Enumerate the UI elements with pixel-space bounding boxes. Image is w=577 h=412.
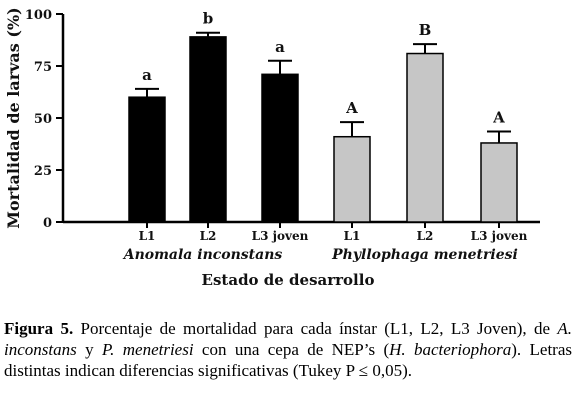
- caption-text-1: Porcentaje de mortalidad para cada ínsta…: [73, 319, 558, 338]
- caption-text-2: y: [76, 340, 102, 359]
- y-tick-label: 0: [43, 216, 52, 231]
- significance-letter: a: [142, 66, 152, 84]
- group-label: Anomala inconstans: [122, 247, 283, 263]
- bar: [189, 36, 227, 223]
- x-tick-label: L3 joven: [471, 229, 528, 243]
- x-axis-title: Estado de desarrollo: [202, 271, 375, 289]
- y-tick-label: 25: [34, 164, 52, 179]
- y-axis-title: Mortalidad de larvas (%): [4, 7, 23, 228]
- bar: [480, 142, 518, 223]
- bar: [333, 135, 371, 223]
- bar: [128, 96, 166, 223]
- x-tick-label: L2: [200, 229, 217, 243]
- y-tick-label: 50: [34, 112, 52, 127]
- caption-label: Figura 5.: [4, 319, 74, 338]
- caption-nematode: H. bacteriophora: [389, 340, 512, 359]
- y-tick-label: 75: [34, 60, 52, 75]
- x-axis-labels: L1 L2 L3 joven Anomala inconstans L1 L2 L3 jov…: [122, 222, 528, 289]
- significance-letter: B: [419, 21, 432, 39]
- caption-text-3: con una cepa de NEP’s (: [193, 340, 390, 359]
- group-label: Phyllophaga menetriesi: [331, 247, 518, 263]
- caption-text-4: ). Letras distintas indican diferencias …: [4, 340, 573, 380]
- significance-letter: b: [203, 10, 214, 28]
- significance-letter: A: [345, 99, 358, 117]
- caption-species-2: P. menetriesi: [101, 340, 194, 359]
- bar: [261, 73, 299, 223]
- x-tick-label: L1: [139, 229, 156, 243]
- y-tick-label: 100: [25, 8, 52, 23]
- significance-letter: A: [492, 109, 505, 127]
- caption-species-1: A. inconstans: [4, 319, 572, 359]
- bars: a b a A B A: [128, 10, 518, 223]
- x-tick-label: L2: [417, 229, 434, 243]
- x-tick-label: L3 joven: [252, 229, 309, 243]
- significance-letter: a: [275, 38, 285, 56]
- bar: [406, 52, 444, 223]
- figure-caption: Figura 5. Porcentaje de mortalidad para …: [4, 318, 572, 381]
- x-tick-label: L1: [344, 229, 361, 243]
